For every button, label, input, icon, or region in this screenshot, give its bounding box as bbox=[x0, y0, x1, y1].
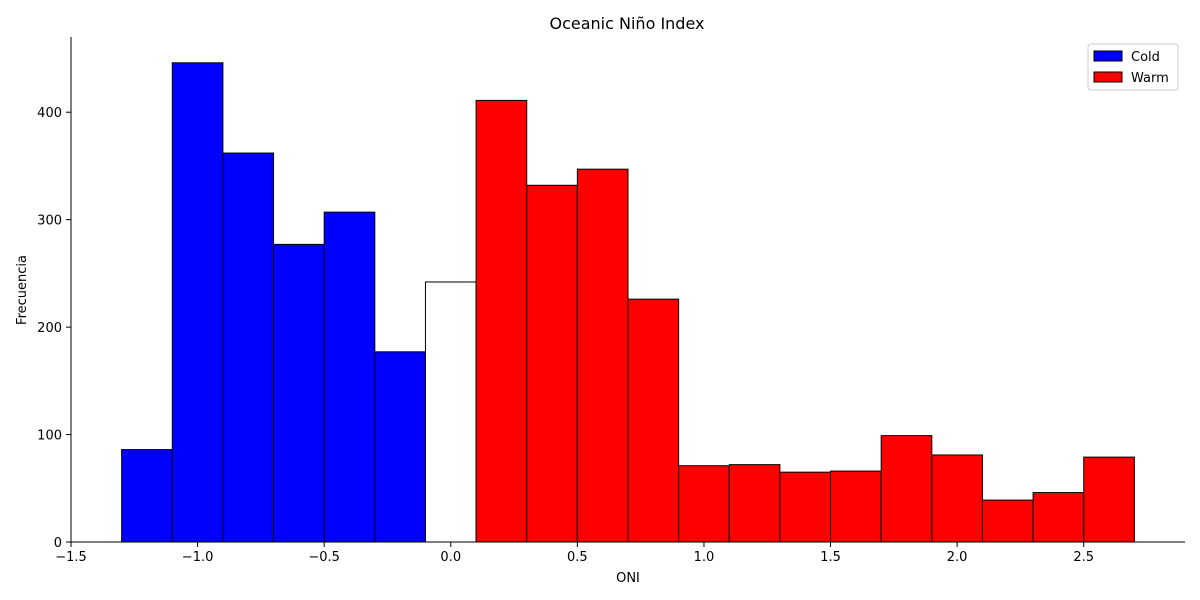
x-tick-label: −0.5 bbox=[308, 550, 340, 565]
x-tick-label: 1.0 bbox=[694, 550, 715, 565]
histogram-bar bbox=[424, 281, 477, 543]
x-tick-label: 2.5 bbox=[1073, 550, 1094, 565]
histogram-bar bbox=[222, 152, 275, 543]
legend-label: Warm bbox=[1131, 71, 1169, 86]
x-tick-label: 0.0 bbox=[440, 550, 461, 565]
histogram-bar bbox=[678, 465, 730, 543]
histogram-bar bbox=[627, 298, 680, 543]
x-tick-label: −1.0 bbox=[182, 550, 214, 565]
x-tick-label: −1.5 bbox=[55, 550, 87, 565]
x-axis-label: ONI bbox=[616, 571, 640, 586]
histogram-bar bbox=[1083, 456, 1135, 543]
histogram-bar bbox=[981, 499, 1034, 543]
histogram-bar bbox=[779, 471, 832, 543]
legend-swatch bbox=[1093, 50, 1123, 62]
histogram-bar bbox=[728, 464, 781, 543]
histogram-bar bbox=[880, 435, 933, 543]
legend-label: Cold bbox=[1131, 50, 1160, 65]
y-tick-label: 300 bbox=[37, 214, 62, 229]
legend: Cold Warm bbox=[1087, 43, 1179, 91]
x-tick-label: 2.0 bbox=[947, 550, 968, 565]
histogram-bar bbox=[1032, 492, 1085, 543]
histogram-bar bbox=[273, 243, 325, 543]
y-tick-label: 200 bbox=[37, 321, 62, 336]
histogram-bar bbox=[576, 168, 629, 543]
chart-title: Oceanic Niño Index bbox=[550, 14, 705, 33]
histogram-bar bbox=[830, 470, 882, 543]
histogram-bar bbox=[121, 449, 173, 543]
y-tick-label: 400 bbox=[37, 106, 62, 121]
histogram-bar bbox=[475, 99, 528, 543]
histogram-bar bbox=[374, 351, 426, 543]
bars-group bbox=[121, 62, 1135, 543]
histogram-bar bbox=[931, 454, 983, 543]
axes-group: −1.5 −1.0 −0.5 0.0 0.5 1.0 1.5 2.0 2.5 0 100 200 300… bbox=[37, 37, 1185, 565]
x-tick-label: 0.5 bbox=[567, 550, 588, 565]
histogram-bar bbox=[323, 211, 376, 543]
y-tick-label: 100 bbox=[37, 429, 62, 444]
histogram-bar bbox=[526, 184, 578, 543]
y-axis-label: Frecuencia bbox=[15, 255, 30, 325]
histogram-bar bbox=[171, 62, 224, 543]
y-tick-label: 0 bbox=[54, 536, 62, 551]
x-tick-label: 1.5 bbox=[820, 550, 841, 565]
legend-swatch bbox=[1093, 71, 1123, 83]
